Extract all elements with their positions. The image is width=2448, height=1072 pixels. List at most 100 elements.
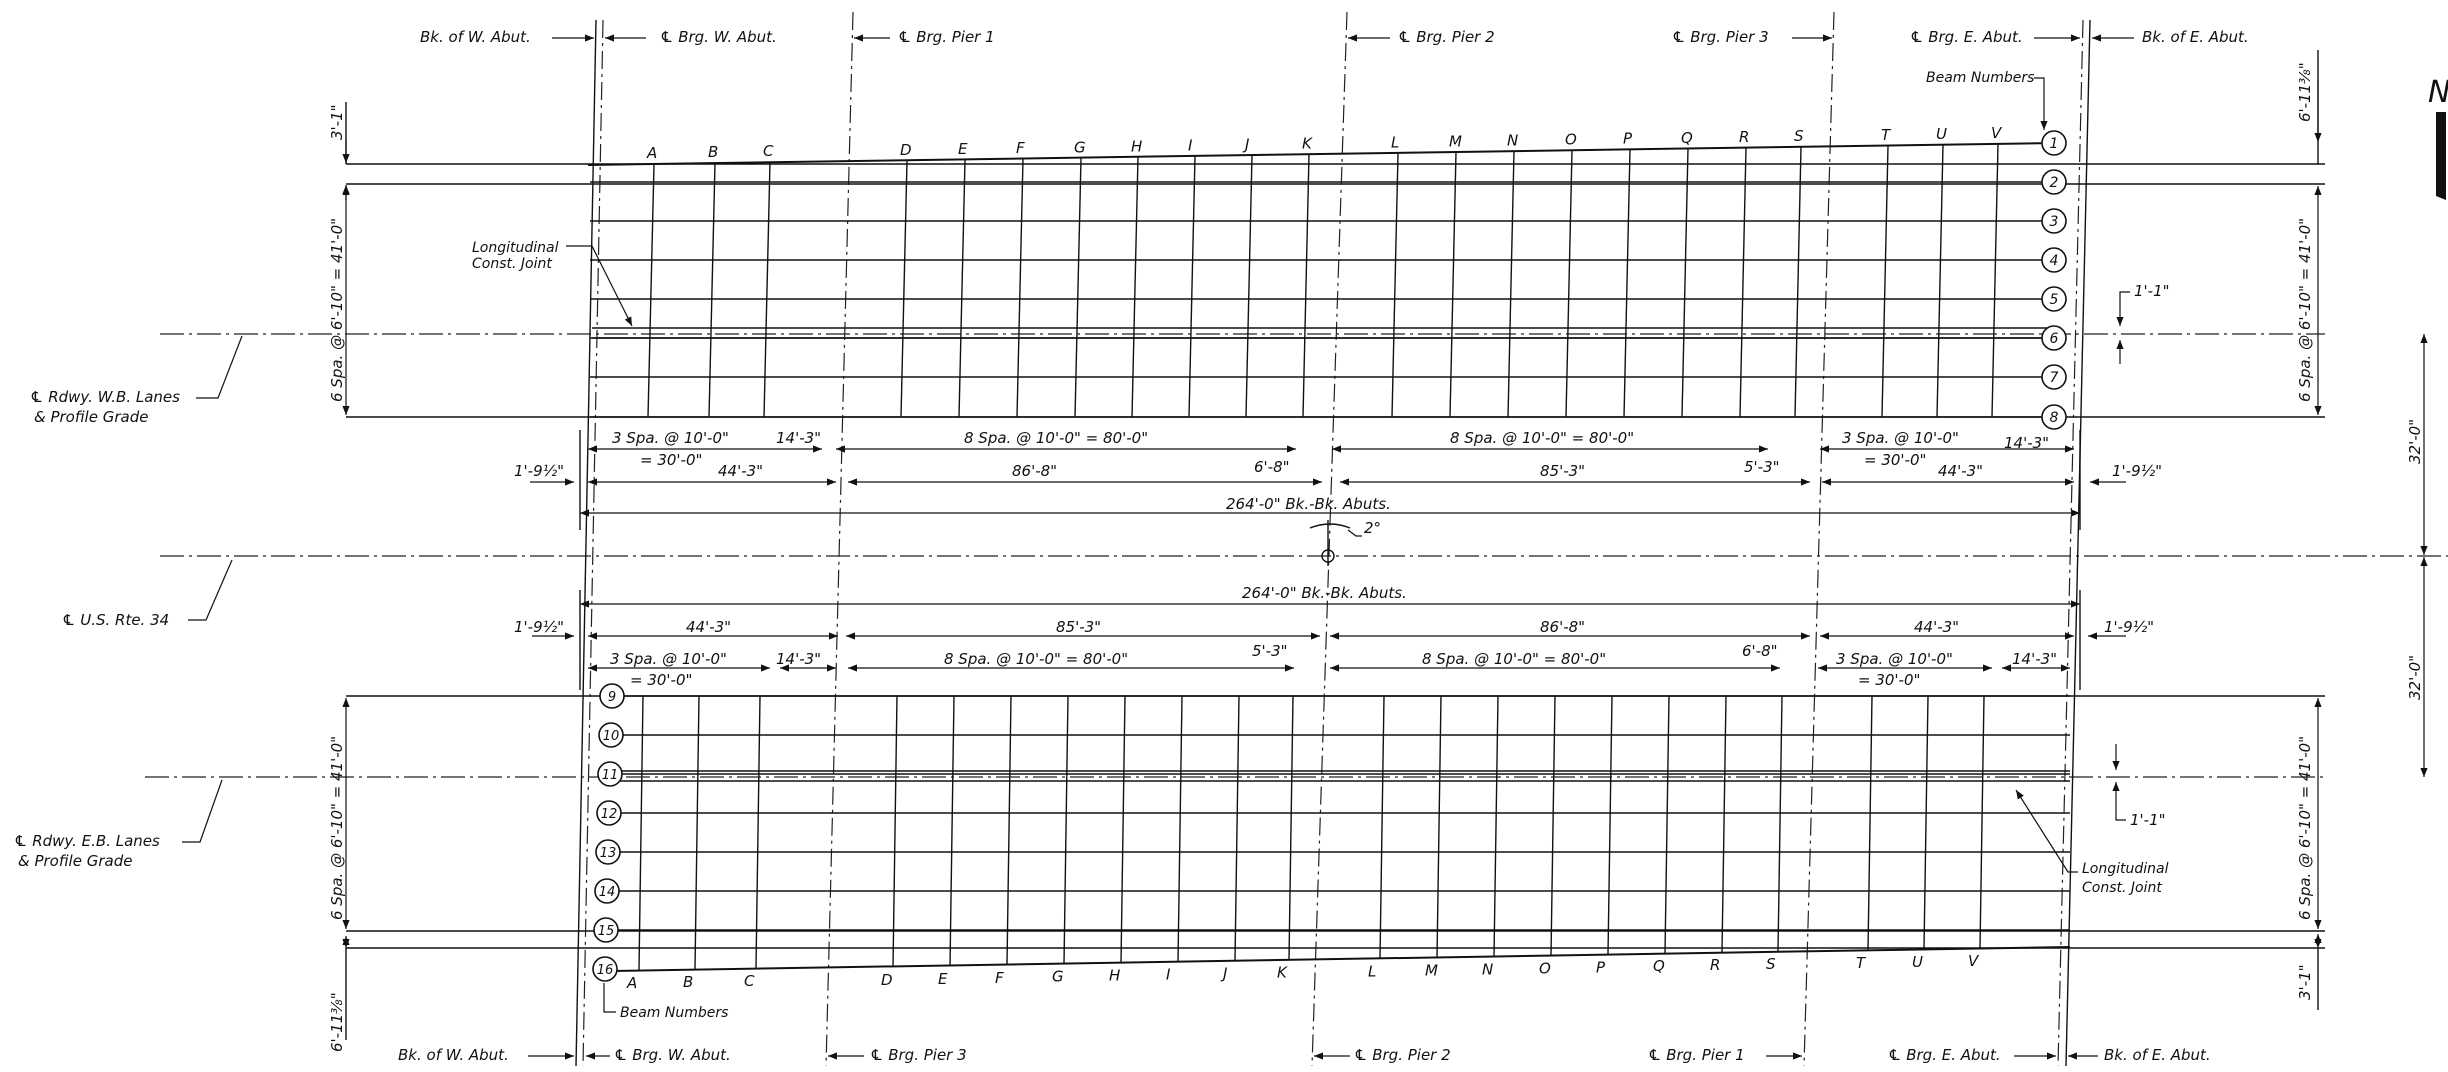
wb-beam-number: 1 xyxy=(2050,136,2059,152)
wb-diaphragm-letter: G xyxy=(1074,138,1086,156)
wb-diaphragm-letter: M xyxy=(1449,133,1462,151)
bottom-span2-spa: 8 Spa. @ 10'-0" = 80'-0" xyxy=(944,650,1128,668)
wb-diaphragm-letter: H xyxy=(1131,137,1142,155)
top-span3-spa: 8 Spa. @ 10'-0" = 80'-0" xyxy=(1450,429,1634,447)
bottom-total-length: 264'-0" Bk.-Bk. Abuts. xyxy=(1242,584,1407,602)
eb-diaphragm-line xyxy=(1379,695,1385,959)
wb-joint-offset: 1'-1" xyxy=(2134,282,2170,300)
wb-diaphragm-lines xyxy=(647,143,1999,418)
top-right-end: 14'-3" xyxy=(2004,434,2049,452)
wb-diaphragm-letter: C xyxy=(763,142,774,160)
wb-beam-spacing: 6 Spa. @ 6'-10" = 41'-0" xyxy=(328,218,346,402)
eb-diaphragm-line xyxy=(1923,695,1929,950)
wb-diaphragm-letter: P xyxy=(1623,130,1633,148)
eb-diaphragm-letter: Q xyxy=(1653,957,1665,975)
eb-diaphragm-line xyxy=(1063,695,1069,964)
eb-diaphragm-line xyxy=(1721,695,1727,953)
wb-diaphragm-letters: A B C D E F G H I J K L M N O P Q R S T U V xyxy=(646,124,2003,162)
top-span2-spa: 8 Spa. @ 10'-0" = 80'-0" xyxy=(964,429,1148,447)
wb-diaphragm-letter: L xyxy=(1391,134,1399,152)
wb-diaphragm-letter: F xyxy=(1016,139,1025,157)
wb-diaphragm-letter: D xyxy=(900,141,912,159)
wb-beam-number-circle xyxy=(2041,247,2067,273)
bottom-brg-pier2-label: ℄ Brg. Pier 2 xyxy=(1354,1046,1451,1064)
wb-beam-number: 7 xyxy=(2050,370,2059,386)
bottom-left-end: 14'-3" xyxy=(776,650,821,668)
half-width-top: 32'-0" xyxy=(2406,419,2424,464)
eb-diaphragm-letter: K xyxy=(1277,964,1288,982)
eb-diaphragm-letter: T xyxy=(1856,954,1867,972)
eb-diaphragm-line xyxy=(1867,695,1873,951)
eb-beam-number-circle xyxy=(596,800,622,826)
bottom-left-spa-total: = 30'-0" xyxy=(630,671,692,689)
wb-diaphragm-letter: I xyxy=(1188,136,1193,154)
wb-diaphragm-letter: O xyxy=(1565,131,1577,149)
wb-right-spacing: 6 Spa. @ 6'-10" = 41'-0" xyxy=(2296,218,2314,402)
bottom-span1-overall: 44'-3" xyxy=(686,618,731,636)
eb-diaphragm-letter: G xyxy=(1052,968,1064,986)
right-vertical-dims xyxy=(2112,50,2428,1010)
eb-diaphragm-letter: E xyxy=(938,970,948,988)
eb-right-spacing: 6 Spa. @ 6'-10" = 41'-0" xyxy=(2296,736,2314,920)
wb-diaphragm-line xyxy=(1623,149,1631,418)
wb-diaphragm-line xyxy=(900,161,908,418)
top-span3-overall: 85'-3" xyxy=(1540,462,1585,480)
eb-diaphragm-line xyxy=(1436,695,1442,958)
wb-diaphragm-line xyxy=(1936,144,1944,418)
wb-beam-numbers-label: Beam Numbers xyxy=(1926,70,2034,86)
eb-diaphragm-line xyxy=(1234,695,1240,961)
top-span3-end: 5'-3" xyxy=(1744,458,1780,476)
wb-diaphragm-line xyxy=(763,162,771,418)
wb-diaphragm-line xyxy=(1881,145,1889,418)
wb-beam-number: 8 xyxy=(2050,410,2059,426)
wb-diaphragm-letter: R xyxy=(1739,128,1749,146)
eb-diaphragm-letter: N xyxy=(1482,960,1493,978)
brg-pier-3-line xyxy=(1803,11,1835,1067)
route-centerline-label: ℄ U.S. Rte. 34 xyxy=(62,611,169,629)
eb-left-spacing: 6 Spa. @ 6'-10" = 41'-0" xyxy=(328,736,346,920)
bottom-bk-e-abut-label: Bk. of E. Abut. xyxy=(2104,1046,2211,1064)
wb-diaphragm-letter: A xyxy=(646,144,657,162)
wb-diaphragm-letter: K xyxy=(1302,134,1313,152)
eb-diaphragm-letter: L xyxy=(1368,962,1376,980)
top-dimension-chains xyxy=(530,430,2126,530)
wb-beam-number-circle xyxy=(2041,286,2067,312)
wb-diaphragm-line xyxy=(1794,146,1802,418)
eb-diaphragm-letter: F xyxy=(995,969,1004,987)
wb-beam-number-circle xyxy=(2041,404,2067,430)
eb-beam-numbers-label: Beam Numbers xyxy=(620,1005,728,1021)
bottom-brg-e-abut-label: ℄ Brg. E. Abut. xyxy=(1888,1046,2001,1064)
eb-diaphragm-line xyxy=(638,695,644,971)
eb-beam-number-circle xyxy=(598,722,624,748)
top-brg-pier2-label: ℄ Brg. Pier 2 xyxy=(1398,28,1495,46)
top-abut-offset-right: 1'-9½" xyxy=(2112,462,2162,480)
eb-beam-number: 16 xyxy=(597,963,614,978)
top-abut-offset-left: 1'-9½" xyxy=(514,462,564,480)
brg-pier-1-line xyxy=(825,11,854,1067)
eb-centerline-label-1: ℄ Rdwy. E.B. Lanes xyxy=(14,832,160,850)
eb-diaphragm-letter: A xyxy=(626,974,637,992)
eb-diaphragm-letter: P xyxy=(1596,958,1606,976)
eb-joint-offset: 1'-1" xyxy=(2130,811,2166,829)
eb-diaphragm-letter: H xyxy=(1109,967,1120,985)
top-left-end: 14'-3" xyxy=(776,429,821,447)
bottom-brg-pier1-label: ℄ Brg. Pier 1 xyxy=(1648,1046,1745,1064)
eb-diaphragm-line xyxy=(1777,695,1783,952)
eb-beam-number-circle xyxy=(595,839,621,865)
wb-diaphragm-line xyxy=(1131,157,1139,418)
wb-diaphragm-letter: N xyxy=(1507,132,1518,150)
wb-diaphragm-letter: T xyxy=(1881,126,1892,144)
top-left-spa-total: = 30'-0" xyxy=(640,451,702,469)
eb-beam-number-circle xyxy=(592,956,618,982)
wb-diaphragm-letter: U xyxy=(1936,125,1947,143)
eb-diaphragm-line xyxy=(1493,695,1499,957)
top-right-overall: 44'-3" xyxy=(1938,462,1983,480)
wb-beam-number-circle xyxy=(2041,130,2067,156)
wb-diaphragm-line xyxy=(1449,152,1457,418)
bottom-dimension-chains xyxy=(532,590,2126,690)
eb-diaphragm-line xyxy=(755,695,761,968)
eb-diaphragm-line xyxy=(1607,695,1613,955)
eb-diaphragm-line xyxy=(1664,695,1670,954)
north-arrow-icon: N xyxy=(2428,75,2448,200)
